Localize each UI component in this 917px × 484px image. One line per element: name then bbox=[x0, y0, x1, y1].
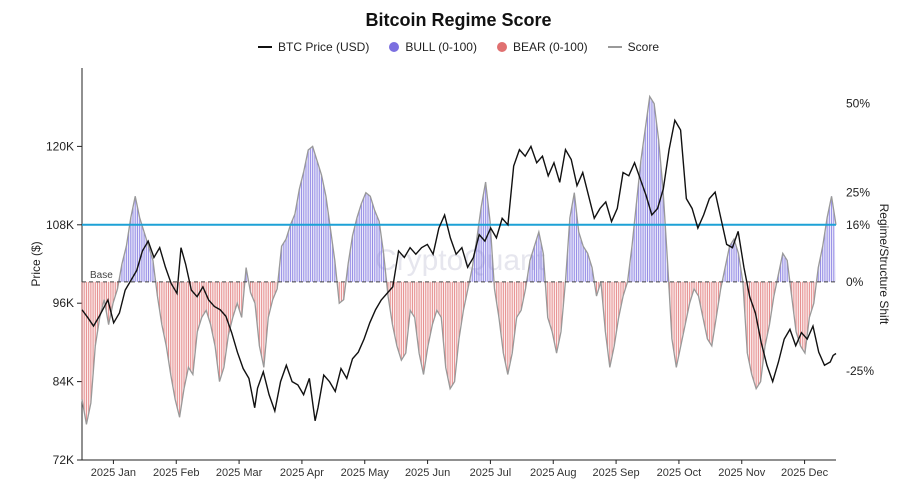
y-tick-label: 84K bbox=[53, 375, 74, 389]
y-tick-label: 72K bbox=[53, 453, 74, 467]
y2-axis-label: Regime/Structure Shift bbox=[877, 204, 891, 325]
bull-area bbox=[82, 96, 836, 282]
legend-swatch-price bbox=[258, 46, 272, 48]
y2-tick-label: 16% bbox=[846, 218, 870, 232]
x-tick-label: 2025 Dec bbox=[781, 467, 829, 479]
chart-legend: BTC Price (USD) BULL (0-100) BEAR (0-100… bbox=[0, 40, 917, 54]
y-tick-label: 120K bbox=[46, 139, 74, 153]
y2-tick-label: 0% bbox=[846, 275, 864, 289]
x-tick-label: 2025 Jan bbox=[91, 467, 136, 479]
y-tick-label: 108K bbox=[46, 218, 74, 232]
score-bars bbox=[81, 96, 835, 425]
y-tick-label: 96K bbox=[53, 296, 74, 310]
x-tick-label: 2025 Aug bbox=[530, 467, 577, 479]
x-tick-label: 2025 Mar bbox=[216, 467, 263, 479]
x-tick-label: 2025 Nov bbox=[718, 467, 766, 479]
y-axis-label: Price ($) bbox=[29, 241, 43, 286]
legend-label-score: Score bbox=[627, 40, 659, 54]
legend-label-price: BTC Price (USD) bbox=[278, 40, 370, 54]
legend-label-bull: BULL (0-100) bbox=[405, 40, 477, 54]
x-tick-label: 2025 May bbox=[341, 467, 390, 479]
legend-label-bear: BEAR (0-100) bbox=[512, 40, 588, 54]
legend-item-price[interactable]: BTC Price (USD) bbox=[258, 40, 369, 54]
chart-title: Bitcoin Regime Score bbox=[365, 10, 552, 30]
price-line bbox=[81, 118, 837, 421]
score-line bbox=[81, 94, 837, 425]
legend-item-bull[interactable]: BULL (0-100) bbox=[389, 40, 477, 54]
y2-tick-label: -25% bbox=[846, 364, 874, 378]
x-tick-label: 2025 Jun bbox=[405, 467, 450, 479]
legend-item-bear[interactable]: BEAR (0-100) bbox=[496, 40, 588, 54]
x-tick-label: 2025 Oct bbox=[657, 467, 702, 479]
x-tick-label: 2025 Sep bbox=[593, 467, 640, 479]
base-label: Base bbox=[90, 270, 113, 281]
y2-tick-label: 50% bbox=[846, 97, 870, 111]
legend-swatch-bear bbox=[496, 42, 507, 52]
x-tick-label: 2025 Apr bbox=[280, 467, 324, 479]
x-tick-label: 2025 Jul bbox=[470, 467, 512, 479]
x-tick-label: 2025 Feb bbox=[153, 467, 199, 479]
legend-swatch-bull bbox=[389, 42, 400, 52]
legend-swatch-score bbox=[607, 46, 622, 48]
y2-tick-label: 25% bbox=[846, 186, 870, 200]
legend-item-score[interactable]: Score bbox=[607, 40, 659, 54]
